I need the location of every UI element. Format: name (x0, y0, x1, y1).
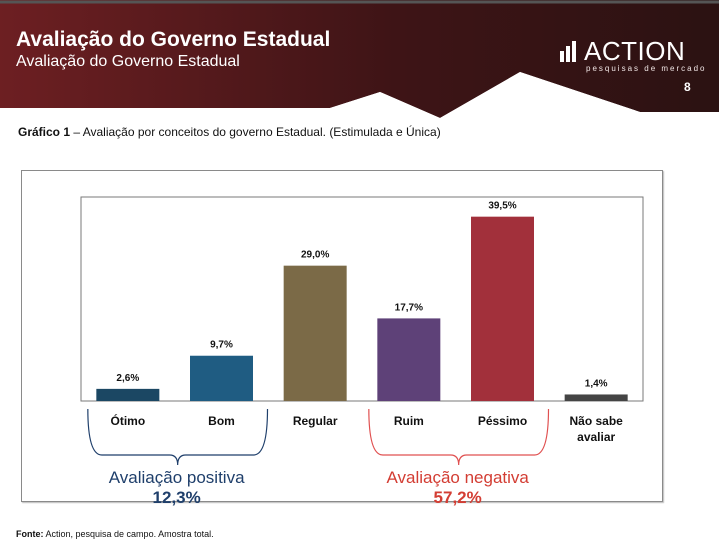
caption-text: – Avaliação por conceitos do governo Est… (70, 125, 441, 139)
category-label-1: Bom (208, 414, 235, 428)
bar-2 (283, 265, 347, 401)
bar-1 (190, 355, 253, 401)
source-footer: Fonte: Action, pesquisa de campo. Amostr… (16, 529, 214, 539)
group-brace-0 (87, 408, 269, 466)
page-title: Avaliação do Governo Estadual (16, 28, 331, 51)
bar-3 (377, 318, 441, 401)
value-label-3: 17,7% (395, 302, 423, 313)
value-label-5: 1,4% (585, 378, 608, 389)
category-label-5: Não sabe (569, 414, 623, 428)
header-banner (0, 0, 719, 120)
bar-4 (471, 216, 534, 401)
group-brace-1 (368, 408, 550, 466)
category-label-3: Ruim (394, 414, 424, 428)
group-label-0: Avaliação positiva (108, 468, 245, 487)
logo-text: ACTION (584, 36, 686, 66)
category-label-0: Ótimo (110, 413, 145, 428)
action-logo-icon (560, 41, 576, 62)
category-label-5-line-1: avaliar (577, 430, 615, 444)
footer-prefix: Fonte: (16, 529, 44, 539)
chart-frame: 2,6% 9,7% 29,0% 17,7% 39,5% 1,4% Ótimo Bom Regul… (21, 170, 663, 502)
category-label-2: Regular (293, 414, 338, 428)
footer-text: Action, pesquisa de campo. Amostra total… (43, 529, 214, 539)
category-label-4: Péssimo (478, 414, 527, 428)
value-label-1: 9,7% (210, 340, 233, 351)
chart-caption: Gráfico 1 – Avaliação por conceitos do g… (18, 125, 441, 139)
logo-tagline: pesquisas de mercado (586, 64, 707, 73)
bar-0 (96, 388, 160, 401)
group-value-1: 57,2% (433, 488, 482, 507)
page-number: 8 (684, 80, 691, 94)
value-label-2: 29,0% (301, 250, 329, 261)
value-label-4: 39,5% (488, 201, 516, 212)
page-subtitle: Avaliação do Governo Estadual (16, 53, 240, 70)
bar-chart: 2,6% 9,7% 29,0% 17,7% 39,5% 1,4% Ótimo Bom Regul… (80, 196, 644, 466)
bar-5 (564, 394, 628, 401)
plot-area (80, 196, 644, 402)
group-value-0: 12,3% (152, 488, 201, 507)
caption-prefix: Gráfico 1 (18, 125, 71, 139)
group-label-1: Avaliação negativa (386, 468, 529, 487)
value-label-0: 2,6% (116, 373, 139, 384)
